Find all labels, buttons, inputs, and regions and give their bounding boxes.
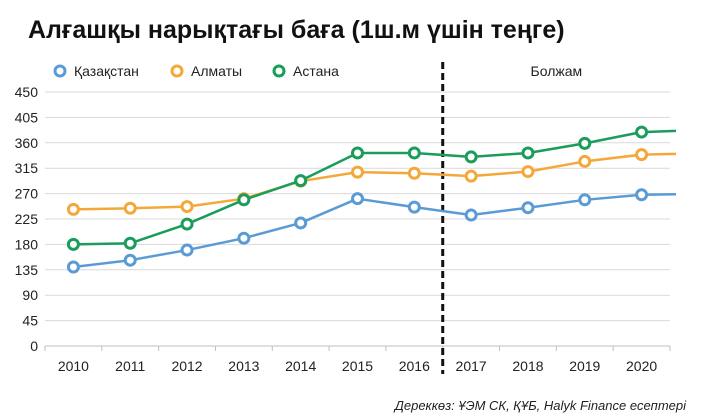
data-point: [635, 148, 649, 162]
data-point: [180, 200, 194, 214]
series-3: [66, 125, 677, 251]
y-tick-label: 450: [15, 84, 39, 100]
x-axis-ticks: 2010 2011 2012 2013 2014 2015 2016 2017 2018 2019…: [44, 346, 671, 374]
data-point: [635, 125, 649, 139]
source-note: Дереккөз: ҰЭМ СК, ҚҰБ, Halyk Finance есе…: [393, 398, 687, 413]
x-tick-label: 2018: [512, 358, 543, 374]
data-point: [407, 166, 421, 180]
data-point: [521, 146, 535, 160]
legend-label: Қазақстан: [74, 63, 139, 79]
data-point: [521, 201, 535, 215]
x-tick-label: 2017: [456, 358, 487, 374]
legend-marker: [53, 64, 67, 78]
data-point: [407, 200, 421, 214]
data-point: [66, 260, 80, 274]
x-tick-label: 2015: [342, 358, 373, 374]
y-tick-label: 405: [15, 109, 39, 125]
data-point: [237, 193, 251, 207]
y-tick-label: 45: [22, 313, 38, 329]
data-point: [578, 193, 592, 207]
y-tick-label: 315: [15, 160, 39, 176]
x-tick-label: 2011: [115, 358, 145, 374]
x-tick-label: 2012: [171, 358, 202, 374]
x-tick-label: 2020: [626, 358, 657, 374]
x-tick-label: 2010: [58, 358, 89, 374]
data-point: [635, 188, 649, 202]
data-point: [294, 216, 308, 230]
data-point: [123, 201, 137, 215]
data-point: [521, 165, 535, 179]
legend-label: Алматы: [191, 63, 242, 79]
data-point: [407, 146, 421, 160]
data-point: [464, 208, 478, 222]
y-tick-label: 225: [15, 211, 39, 227]
x-tick-label: 2019: [569, 358, 600, 374]
y-tick-label: 90: [22, 287, 38, 303]
series-1: [66, 188, 677, 274]
data-point: [578, 154, 592, 168]
data-point: [123, 236, 137, 250]
data-point: [464, 150, 478, 164]
data-point: [66, 202, 80, 216]
legend: Қазақстан Алматы Астана: [53, 63, 339, 79]
legend-item-2: Алматы: [170, 63, 242, 79]
y-tick-label: 360: [15, 135, 39, 151]
data-point: [294, 174, 308, 188]
data-point: [180, 243, 194, 257]
y-tick-label: 270: [15, 186, 39, 202]
gridlines: [45, 91, 670, 347]
forecast-label: Болжам: [531, 63, 583, 79]
data-point: [123, 253, 137, 267]
y-axis-ticks: 0 45 90 135 180 225 270 315 360 405 450: [15, 84, 39, 354]
chart-title: Алғашқы нарықтағы баға (1ш.м үшін теңге): [28, 16, 565, 44]
series-line: [73, 193, 642, 269]
data-point: [464, 169, 478, 183]
data-point: [351, 146, 364, 160]
legend-marker: [272, 64, 286, 78]
data-point: [351, 192, 364, 206]
data-point: [578, 136, 592, 150]
legend-item-3: Астана: [272, 63, 339, 79]
series-group: [66, 125, 677, 274]
legend-label: Астана: [293, 63, 339, 79]
x-tick-label: 2016: [399, 358, 430, 374]
data-point: [180, 217, 194, 231]
legend-marker: [170, 64, 184, 78]
data-point: [237, 231, 251, 245]
y-tick-label: 0: [30, 338, 38, 354]
legend-item-1: Қазақстан: [53, 63, 139, 79]
y-tick-label: 180: [15, 236, 39, 252]
y-tick-label: 135: [15, 262, 39, 278]
data-point: [351, 165, 364, 179]
x-tick-label: 2013: [228, 358, 259, 374]
data-point: [66, 237, 80, 251]
x-tick-label: 2014: [285, 358, 316, 374]
